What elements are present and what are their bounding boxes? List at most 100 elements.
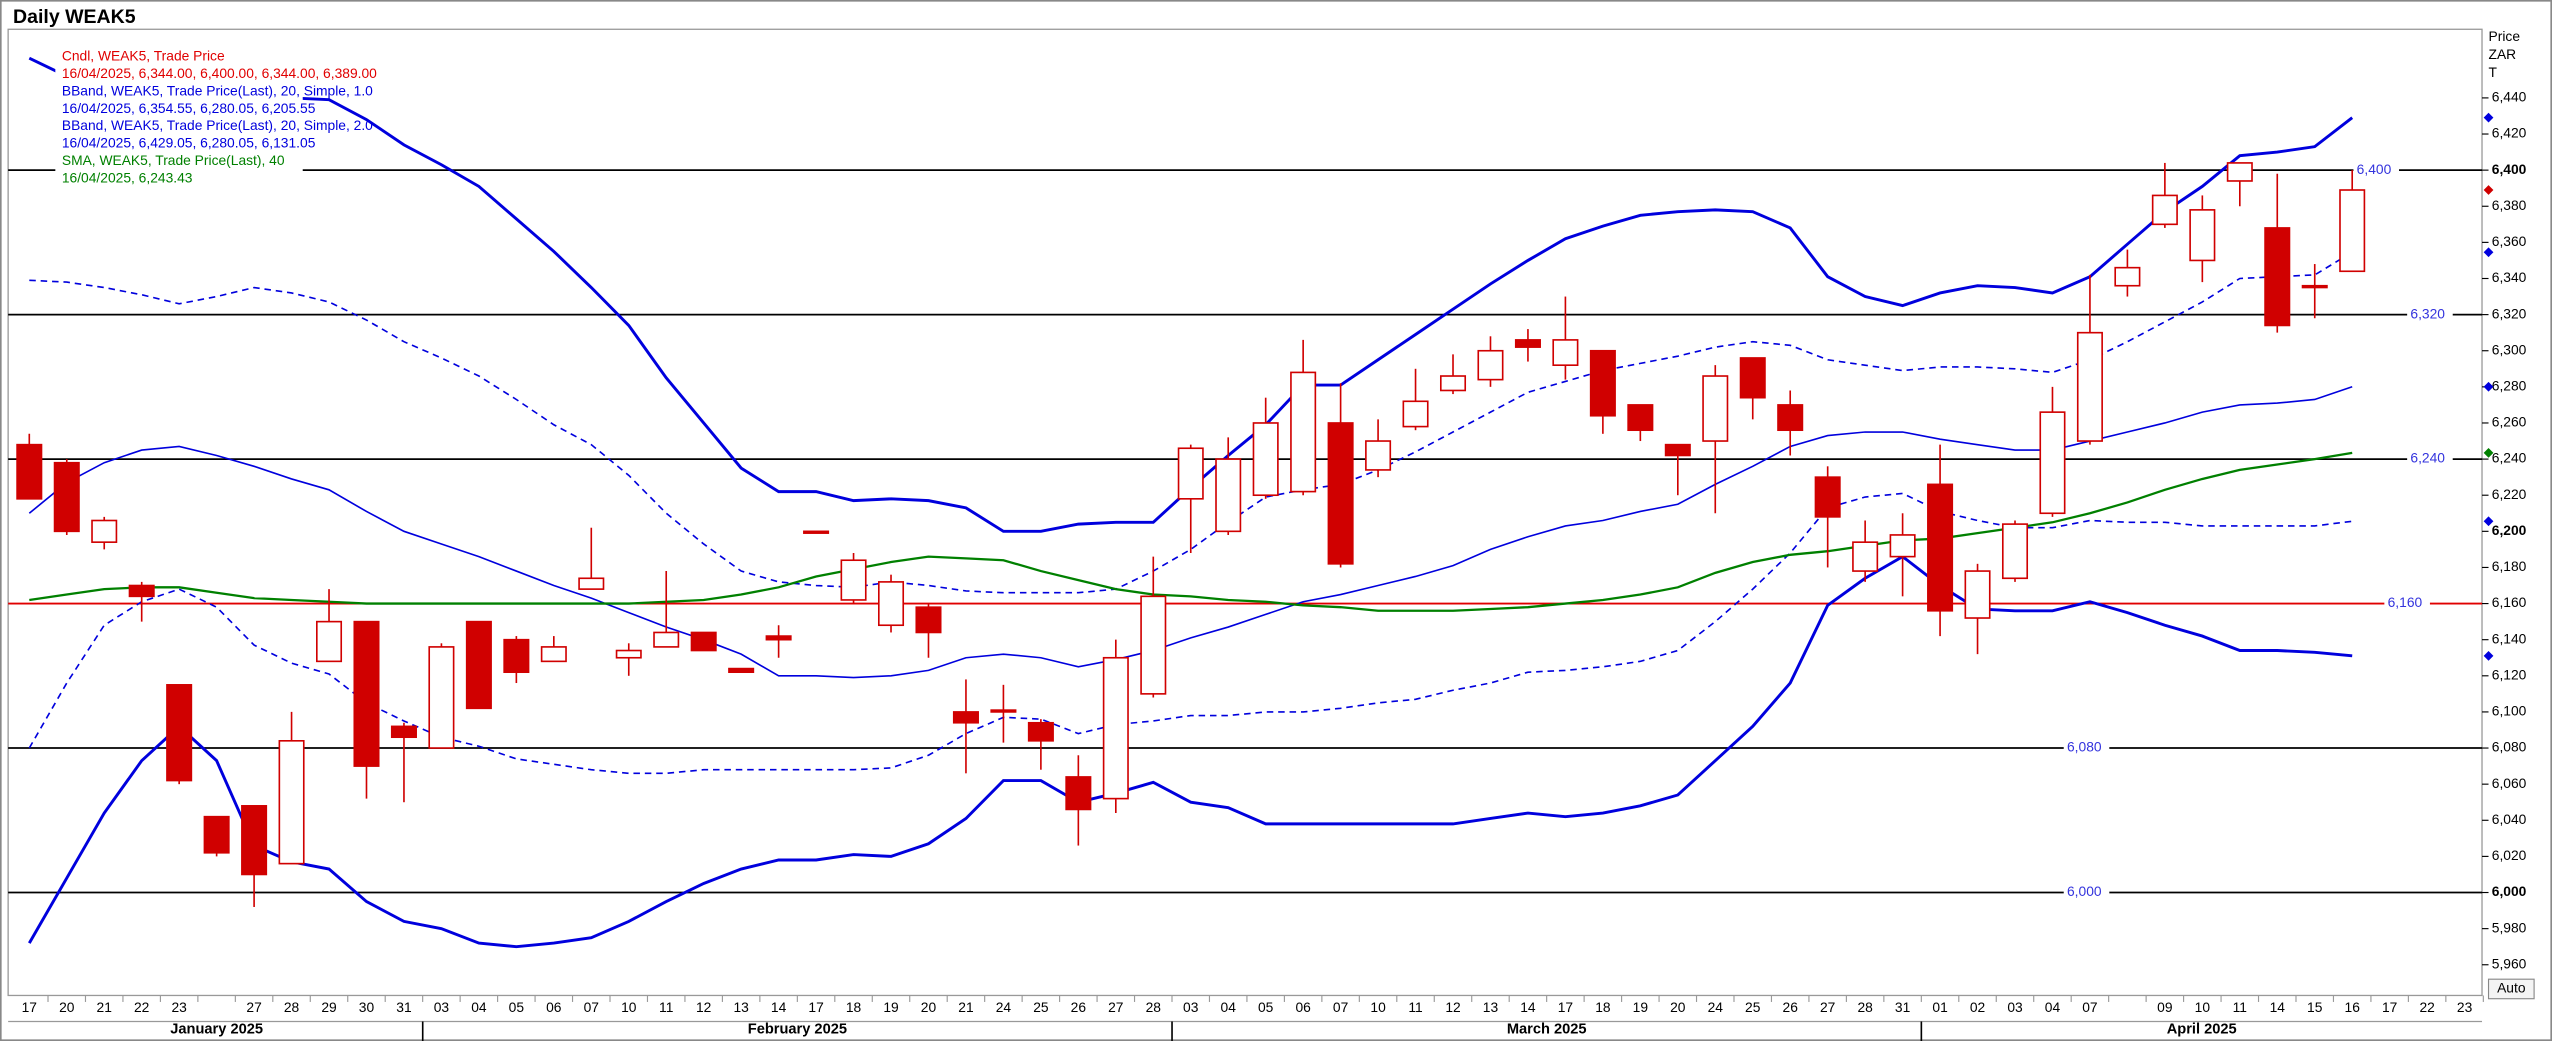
x-tick-label: 19 (1633, 999, 1649, 1015)
x-tick-label: 19 (883, 999, 899, 1015)
legend-entry: 16/04/2025, 6,243.43 (62, 169, 193, 185)
x-tick-label: 04 (2045, 999, 2061, 1015)
y-tick-label: 6,000 (2492, 883, 2527, 899)
candle-body (728, 667, 755, 674)
x-tick-label: 26 (1783, 999, 1799, 1015)
candle-body (1814, 476, 1841, 518)
y-tick-label: 6,360 (2492, 233, 2527, 249)
level-label-bg (2407, 306, 2453, 323)
y-tick-label: 6,400 (2492, 161, 2527, 177)
x-tick-label: 22 (2419, 999, 2434, 1015)
x-tick-label: 31 (396, 999, 411, 1015)
month-label: February 2025 (748, 1021, 847, 1037)
y-tick-label: 6,040 (2492, 811, 2527, 827)
candle-body (840, 559, 867, 601)
month-label: March 2025 (1507, 1021, 1587, 1037)
x-tick-label: 11 (1408, 999, 1422, 1015)
candle-body (1140, 595, 1167, 695)
level-label: 6,080 (2067, 739, 2102, 755)
candle-body (166, 684, 193, 782)
candle-body (2264, 227, 2291, 327)
x-tick-label: 10 (1370, 999, 1386, 1015)
y-tick-label: 6,060 (2492, 775, 2527, 791)
level-label-bg (2384, 595, 2430, 612)
x-tick-label: 21 (958, 999, 973, 1015)
x-tick-label: 05 (1258, 999, 1274, 1015)
legend-entry: BBand, WEAK5, Trade Price(Last), 20, Sim… (62, 117, 373, 133)
x-tick-label: 06 (1295, 999, 1311, 1015)
x-tick-label: 11 (2233, 999, 2247, 1015)
y-tick-label: 6,180 (2492, 558, 2527, 574)
x-tick-label: 23 (2457, 999, 2473, 1015)
candle-body (877, 581, 905, 627)
month-label: April 2025 (2167, 1021, 2237, 1037)
candle-body (1102, 656, 1129, 800)
y-tick-label: 6,300 (2492, 341, 2527, 357)
x-tick-label: 12 (696, 999, 711, 1015)
legend-entry: 16/04/2025, 6,429.05, 6,280.05, 6,131.05 (62, 135, 316, 151)
candle-body (1065, 776, 1092, 811)
y-tick-label: 6,080 (2492, 739, 2527, 755)
x-tick-label: 12 (1445, 999, 1460, 1015)
candle-body (465, 620, 492, 710)
x-tick-label: 07 (1333, 999, 1348, 1015)
y-tick-label: 6,440 (2492, 89, 2527, 105)
x-tick-label: 27 (1820, 999, 1835, 1015)
x-tick-label: 10 (621, 999, 637, 1015)
x-tick-label: 28 (284, 999, 300, 1015)
x-tick-label: 04 (1221, 999, 1237, 1015)
x-tick-label: 13 (733, 999, 749, 1015)
x-tick-label: 27 (246, 999, 261, 1015)
axis-header: ZAR (2489, 46, 2517, 62)
candle-body (1589, 349, 1616, 417)
x-tick-label: 07 (2082, 999, 2097, 1015)
x-tick-label: 15 (2307, 999, 2323, 1015)
x-tick-label: 24 (996, 999, 1012, 1015)
y-tick-label: 6,200 (2492, 522, 2527, 538)
candle-body (1627, 404, 1654, 432)
auto-button-label[interactable]: Auto (2497, 980, 2526, 996)
legend-entry: SMA, WEAK5, Trade Price(Last), 40 (62, 152, 285, 168)
indicator-line (29, 451, 2353, 612)
x-tick-label: 23 (171, 999, 187, 1015)
candle-body (2114, 266, 2141, 287)
x-tick-label: 05 (509, 999, 525, 1015)
level-label: 6,320 (2410, 305, 2445, 321)
candle-body (2339, 189, 2366, 273)
candle-body (1552, 339, 1579, 366)
chart-title: Daily WEAK5 (13, 6, 136, 28)
candle-body (1964, 570, 1991, 619)
plot-area (7, 28, 2483, 997)
candle-body (2076, 331, 2103, 442)
candle-body (1439, 375, 1467, 392)
candle-body (91, 519, 118, 543)
x-tick-label: 18 (846, 999, 862, 1015)
legend-entry: 16/04/2025, 6,354.55, 6,280.05, 6,205.55 (62, 100, 316, 116)
auto-button[interactable] (2487, 978, 2535, 1000)
x-tick-label: 14 (2270, 999, 2286, 1015)
candle-body (578, 577, 605, 590)
last-value-marker (2483, 112, 2494, 123)
y-tick-label: 6,420 (2492, 125, 2527, 141)
x-tick-label: 03 (1183, 999, 1199, 1015)
indicator-line (29, 251, 2353, 594)
candle-body (241, 805, 268, 876)
level-label-bg (2407, 450, 2453, 468)
x-tick-label: 28 (1146, 999, 1162, 1015)
x-tick-label: 31 (1895, 999, 1910, 1015)
y-tick-label: 6,140 (2492, 630, 2527, 646)
x-tick-label: 25 (1745, 999, 1761, 1015)
candle-body (1402, 400, 1429, 428)
candle-body (1215, 458, 1242, 533)
x-tick-label: 24 (1708, 999, 1724, 1015)
candle-body (2189, 209, 2216, 262)
level-label: 6,160 (2388, 594, 2423, 610)
candle-body (278, 740, 305, 865)
month-label: January 2025 (170, 1021, 263, 1037)
candle-body (952, 711, 979, 724)
x-tick-label: 07 (584, 999, 599, 1015)
candle-body (803, 530, 830, 534)
legend-entry: Cndl, WEAK5, Trade Price (62, 48, 225, 64)
x-tick-label: 18 (1595, 999, 1611, 1015)
